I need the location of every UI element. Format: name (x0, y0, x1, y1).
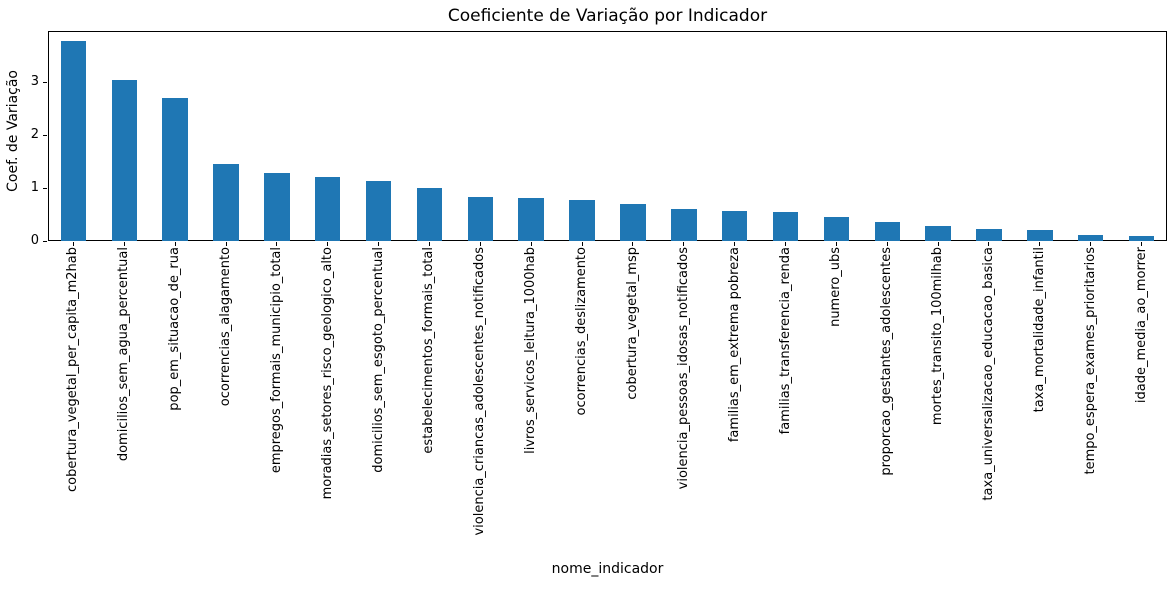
bar (1128, 236, 1155, 241)
bar (671, 209, 697, 241)
x-tick-mark (835, 242, 837, 246)
x-tick-label: familias_transferencia_renda (777, 247, 793, 435)
y-tick-mark (43, 134, 47, 136)
x-tick-mark (1039, 242, 1041, 246)
bar (925, 226, 951, 241)
x-axis-label: nome_indicador (551, 561, 664, 577)
x-tick-mark (428, 242, 430, 246)
x-tick-mark (1090, 242, 1092, 246)
bar (162, 97, 188, 241)
x-tick-label: tempo_espera_exames_prioritarios (1082, 247, 1098, 475)
x-tick-mark (530, 242, 532, 246)
y-tick-mark (43, 240, 47, 242)
x-tick-label: ocorrencias_deslizamento (574, 247, 590, 416)
y-tick-label: 1 (30, 180, 39, 196)
x-tick-label: estabelecimentos_formais_total (421, 247, 437, 454)
chart-title: Coeficiente de Variação por Indicador (447, 6, 768, 26)
x-tick-label: violencia_criancas_adolescentes_notifica… (472, 247, 488, 536)
bar (365, 181, 392, 241)
y-tick-mark (43, 81, 47, 83)
bar (60, 41, 87, 241)
x-tick-mark (1141, 242, 1143, 246)
x-tick-mark (123, 242, 125, 246)
x-tick-mark (479, 242, 481, 246)
bar (721, 210, 748, 241)
y-tick-label: 2 (30, 127, 39, 143)
bar (1077, 234, 1104, 241)
x-tick-mark (72, 242, 74, 246)
bar (620, 203, 646, 241)
x-tick-label: cobertura_vegetal_msp (624, 247, 640, 400)
x-tick-mark (327, 242, 329, 246)
bar (823, 216, 850, 241)
y-tick-label: 3 (30, 74, 39, 90)
x-tick-label: idade_media_ao_morrer (1133, 247, 1149, 404)
bar (772, 211, 799, 241)
x-tick-mark (886, 242, 888, 246)
x-tick-label: domicilios_sem_agua_percentual (116, 247, 132, 462)
x-tick-mark (378, 242, 380, 246)
x-tick-mark (632, 242, 634, 246)
x-tick-label: livros_servicos_leitura_1000hab (523, 247, 539, 454)
bar (518, 198, 544, 241)
x-tick-mark (276, 242, 278, 246)
bar (111, 79, 137, 241)
x-tick-mark (225, 242, 227, 246)
x-tick-mark (988, 242, 990, 246)
x-tick-mark (174, 242, 176, 246)
x-tick-label: moradias_setores_risco_geologico_alto (319, 247, 335, 500)
bar (264, 173, 290, 241)
x-tick-label: mortes_transito_100milhab (930, 247, 946, 426)
bar (416, 188, 443, 241)
y-tick-label: 0 (30, 233, 39, 248)
x-tick-mark (785, 242, 787, 246)
x-tick-mark (937, 242, 939, 246)
bar (315, 176, 341, 241)
x-tick-label: proporcao_gestantes_adolescentes (879, 247, 895, 476)
y-tick-mark (43, 187, 47, 189)
x-tick-label: domicilios_sem_esgoto_percentual (370, 247, 386, 473)
bar (1027, 229, 1053, 241)
x-tick-label: ocorrencias_alagamento (218, 247, 234, 407)
x-tick-mark (734, 242, 736, 246)
x-tick-label: pop_em_situacao_de_rua (167, 247, 183, 411)
bar (467, 197, 494, 241)
bar (976, 229, 1002, 241)
x-tick-mark (683, 242, 685, 246)
x-tick-label: taxa_universalizacao_educacao_basica (980, 247, 996, 501)
x-tick-mark (581, 242, 583, 246)
x-tick-label: taxa_mortalidade_infantil (1031, 247, 1047, 413)
x-tick-label: empregos_formais_municipio_total (268, 247, 284, 474)
x-tick-label: familias_em_extrema pobreza (726, 247, 742, 443)
x-tick-label: cobertura_vegetal_per_capita_m2hab (65, 247, 81, 492)
x-tick-label: numero_ubs (828, 247, 844, 327)
x-tick-label: violencia_pessoas_idosas_notificados (675, 247, 691, 490)
bar (874, 222, 900, 241)
y-axis-label: Coef. de Variação (5, 70, 21, 192)
bar (569, 200, 595, 241)
bar (213, 163, 239, 241)
